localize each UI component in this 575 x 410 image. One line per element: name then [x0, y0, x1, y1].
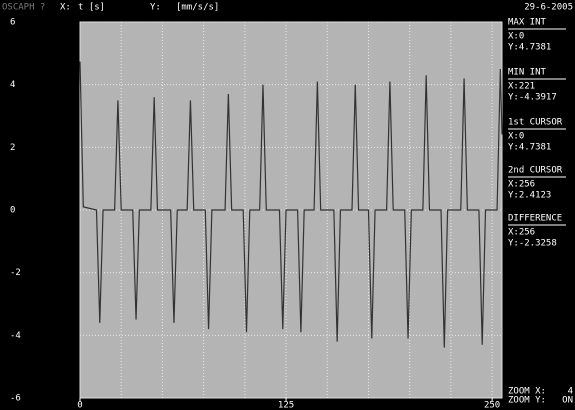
- y-tick-label: 4: [10, 80, 15, 90]
- y-tick-label: 0: [10, 206, 15, 216]
- y-prefix: Y:: [150, 3, 161, 13]
- y-tick-label: -2: [10, 268, 21, 278]
- readout-x: X:256: [508, 180, 535, 190]
- readout-title: MAX INT: [508, 18, 547, 28]
- y-tick-label: -4: [10, 331, 21, 341]
- readout-title: DIFFERENCE: [508, 214, 562, 224]
- signal-line: [79, 61, 503, 348]
- readout-x: X:0: [508, 132, 524, 142]
- y-tick-label: -6: [10, 394, 21, 404]
- readout-y: Y:4.7381: [508, 143, 551, 153]
- zoom-value: ON: [562, 396, 573, 406]
- readout-title: 2nd CURSOR: [508, 166, 563, 176]
- zoom-label: ZOOM X:: [508, 387, 546, 397]
- zoom-label: ZOOM Y:: [508, 396, 546, 406]
- x-axis-label: t [s]: [78, 3, 105, 13]
- readout-y: Y:4.7381: [508, 43, 551, 53]
- readout-x: X:0: [508, 32, 524, 42]
- date: 29-6-2005: [524, 3, 573, 13]
- readout-y: Y:2.4123: [508, 191, 551, 201]
- y-tick-label: 2: [10, 143, 15, 153]
- x-prefix: X:: [60, 3, 71, 13]
- y-tick-label: 6: [10, 18, 15, 28]
- readout-x: X:256: [508, 228, 535, 238]
- readout-y: Y:-4.3917: [508, 93, 557, 103]
- readout-x: X:221: [508, 82, 535, 92]
- x-tick-label: 0: [77, 401, 82, 410]
- y-axis-label: [mm/s/s]: [176, 3, 219, 13]
- readout-y: Y:-2.3258: [508, 239, 557, 249]
- readout-title: MIN INT: [508, 68, 547, 78]
- readout-title: 1st CURSOR: [508, 118, 563, 128]
- app-name: OSCAPH ?: [2, 3, 45, 13]
- x-tick-label: 250: [484, 401, 500, 410]
- x-tick-label: 125: [278, 401, 294, 410]
- zoom-value: 4: [568, 387, 573, 397]
